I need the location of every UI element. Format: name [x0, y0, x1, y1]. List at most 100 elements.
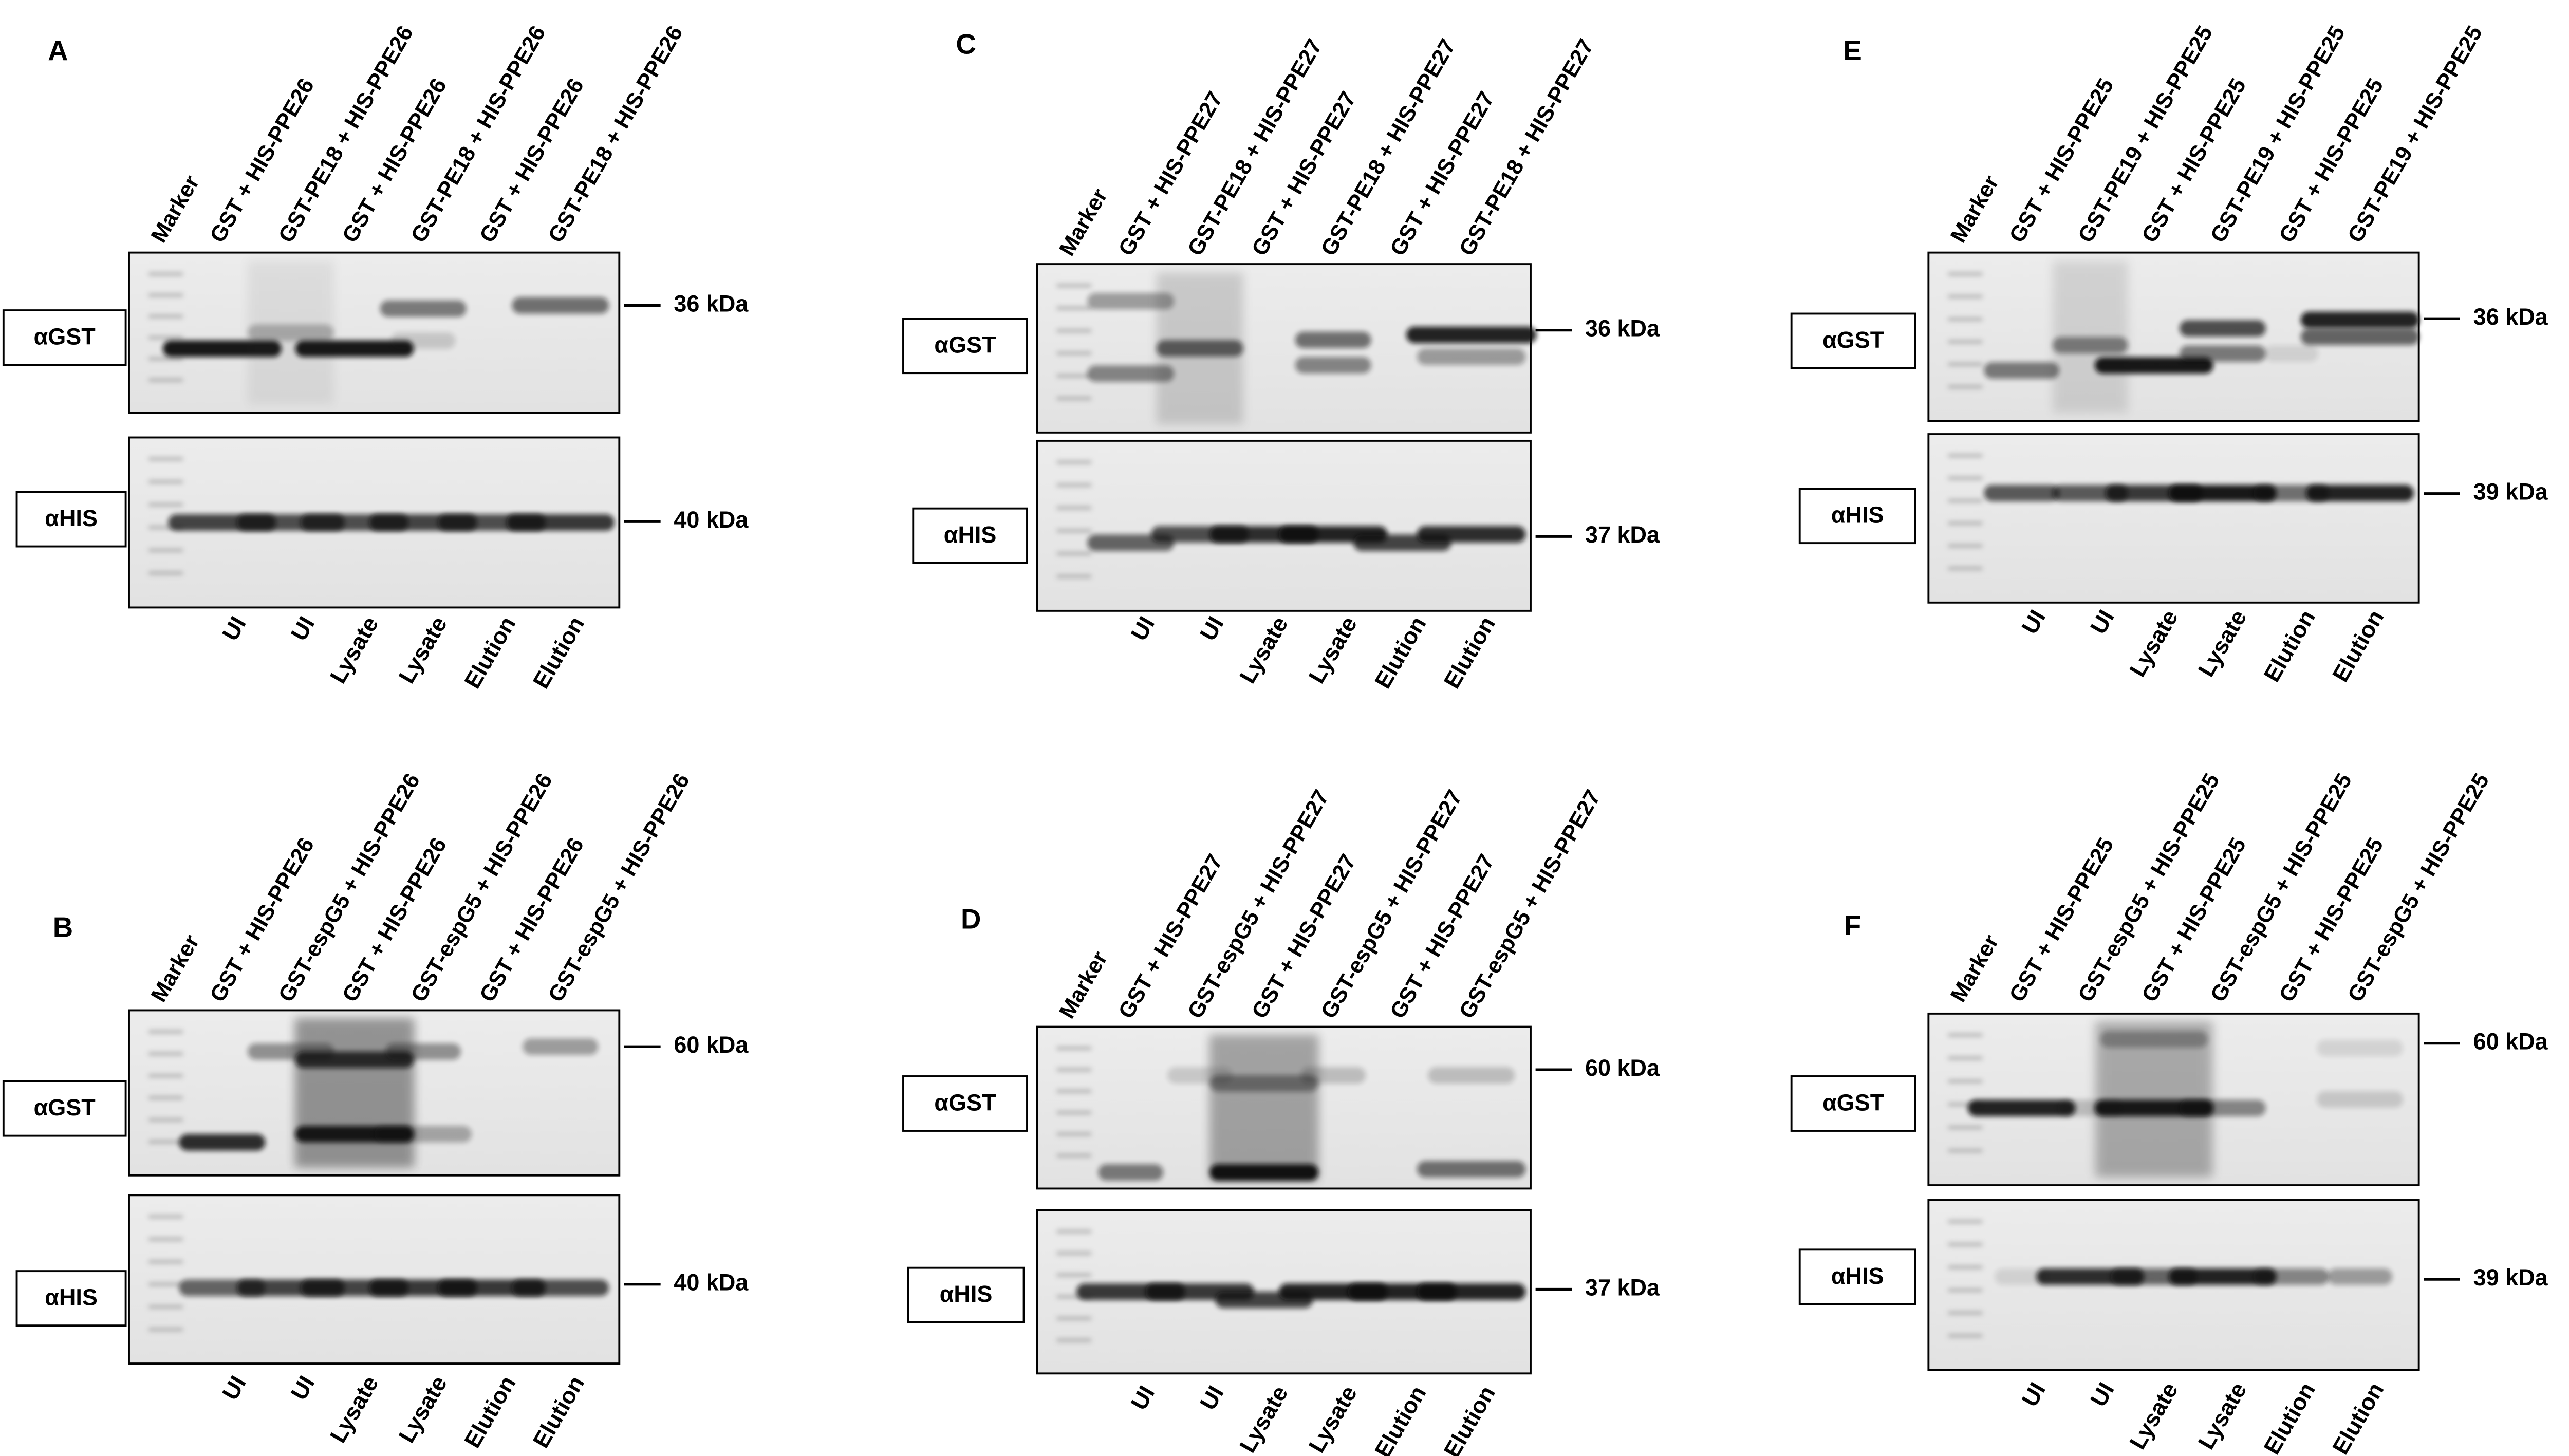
- band: [1417, 348, 1526, 365]
- fraction-label: UI: [2016, 605, 2051, 638]
- blot: [1036, 263, 1532, 434]
- ladder-band: [1948, 1079, 1983, 1083]
- ladder-band: [1056, 397, 1091, 400]
- band: [2179, 320, 2266, 337]
- band: [2306, 484, 2414, 501]
- band: [390, 332, 456, 349]
- ladder-band: [1056, 552, 1091, 555]
- lane-header: GST-PE19 + HIS-PPE25: [2206, 22, 2350, 247]
- ladder-band: [1056, 1338, 1091, 1342]
- ladder-band: [148, 480, 183, 483]
- lane-header: GST-espG5 + HIS-PPE26: [544, 769, 695, 1006]
- smear: [295, 1018, 414, 1167]
- fraction-label: Elution: [528, 1371, 589, 1452]
- ladder-band: [148, 335, 183, 340]
- ladder-band: [1056, 1047, 1091, 1050]
- ladder-band: [1948, 272, 1983, 276]
- ladder-band: [1056, 1111, 1091, 1114]
- band: [1295, 331, 1371, 348]
- antibody-label: αHIS: [1831, 1263, 1884, 1289]
- band: [506, 514, 615, 531]
- panel-label: C: [956, 28, 976, 60]
- fraction-label: Lysate: [1234, 612, 1293, 687]
- fraction-label: UI: [2085, 605, 2119, 638]
- ladder-band: [148, 1305, 183, 1309]
- size-marker-label: 39 kDa: [2473, 479, 2548, 505]
- ladder-band: [148, 502, 183, 507]
- lane-header: GST-PE18 + HIS-PPE26: [406, 22, 551, 247]
- band: [2052, 337, 2128, 353]
- ladder-band: [148, 378, 183, 382]
- ladder-band: [148, 1096, 183, 1099]
- fraction-label: UI: [2085, 1378, 2119, 1411]
- fraction-label: UI: [1195, 1382, 1229, 1414]
- ladder-band: [1056, 1295, 1091, 1299]
- band: [247, 324, 334, 341]
- ladder-band: [1948, 567, 1983, 570]
- ladder-band: [1948, 1103, 1983, 1106]
- fraction-label: Elution: [1439, 1382, 1500, 1456]
- ladder-band: [148, 272, 183, 276]
- ladder-band: [1948, 499, 1983, 502]
- lane-header: GST-PE18 + HIS-PPE26: [544, 22, 688, 247]
- lane-header: GST-espG5 + HIS-PPE27: [1316, 786, 1467, 1023]
- antibody-box: [902, 318, 1028, 375]
- fraction-label: Lysate: [2193, 1378, 2252, 1453]
- antibody-box: [15, 491, 127, 548]
- lane-header: Marker: [1946, 930, 2004, 1006]
- ladder-band: [148, 571, 183, 575]
- band: [1087, 365, 1175, 382]
- panel-label: A: [48, 35, 68, 66]
- blot: [128, 251, 621, 414]
- fraction-label: Lysate: [325, 1371, 384, 1447]
- lane-header: Marker: [146, 171, 204, 247]
- fraction-label: Elution: [1369, 612, 1431, 693]
- band: [2094, 357, 2213, 374]
- ladder-band: [1948, 1288, 1983, 1292]
- band: [1967, 1099, 2076, 1116]
- ladder-band: [1948, 1311, 1983, 1315]
- ladder-band: [1948, 340, 1983, 344]
- ladder-band: [1056, 1273, 1091, 1277]
- fraction-label: Elution: [1439, 612, 1500, 693]
- band: [179, 1134, 266, 1151]
- ladder-band: [148, 1030, 183, 1034]
- band: [1428, 1067, 1515, 1084]
- ladder-band: [1948, 1033, 1983, 1037]
- band: [1300, 1067, 1366, 1084]
- antibody-label: αHIS: [45, 505, 98, 531]
- fraction-label: Lysate: [325, 612, 384, 687]
- antibody-label: αHIS: [1831, 502, 1884, 528]
- band: [1984, 484, 2060, 501]
- lane-header: Marker: [1946, 171, 2004, 247]
- size-marker-label: 36 kDa: [2473, 304, 2548, 330]
- antibody-box: [15, 1270, 127, 1327]
- ladder-band: [1948, 317, 1983, 321]
- ladder-band: [1056, 574, 1091, 578]
- ladder-band: [1056, 351, 1091, 355]
- fraction-label: UI: [1125, 1382, 1160, 1414]
- ladder-band: [148, 314, 183, 319]
- band: [2168, 1268, 2277, 1285]
- band: [523, 1038, 599, 1055]
- size-marker-label: 60 kDa: [2473, 1029, 2548, 1055]
- ladder-band: [1948, 1242, 1983, 1246]
- smear: [2100, 1021, 2208, 1177]
- panel-label: E: [1843, 35, 1861, 66]
- band: [2254, 1268, 2330, 1285]
- band: [1417, 1283, 1526, 1300]
- blot: [128, 1194, 621, 1365]
- band: [1098, 1164, 1164, 1181]
- ladder-band: [1948, 521, 1983, 525]
- size-marker-label: 40 kDa: [674, 507, 749, 533]
- band: [2168, 484, 2277, 501]
- antibody-label: αGST: [1822, 327, 1884, 353]
- ladder-band: [1056, 529, 1091, 533]
- size-marker-label: 37 kDa: [1585, 521, 1660, 548]
- ladder-band: [148, 1282, 183, 1286]
- size-marker-label: 36 kDa: [1585, 315, 1660, 342]
- antibody-label: αHIS: [45, 1284, 98, 1311]
- size-marker-label: 60 kDa: [674, 1032, 749, 1058]
- antibody-box: [2, 309, 127, 366]
